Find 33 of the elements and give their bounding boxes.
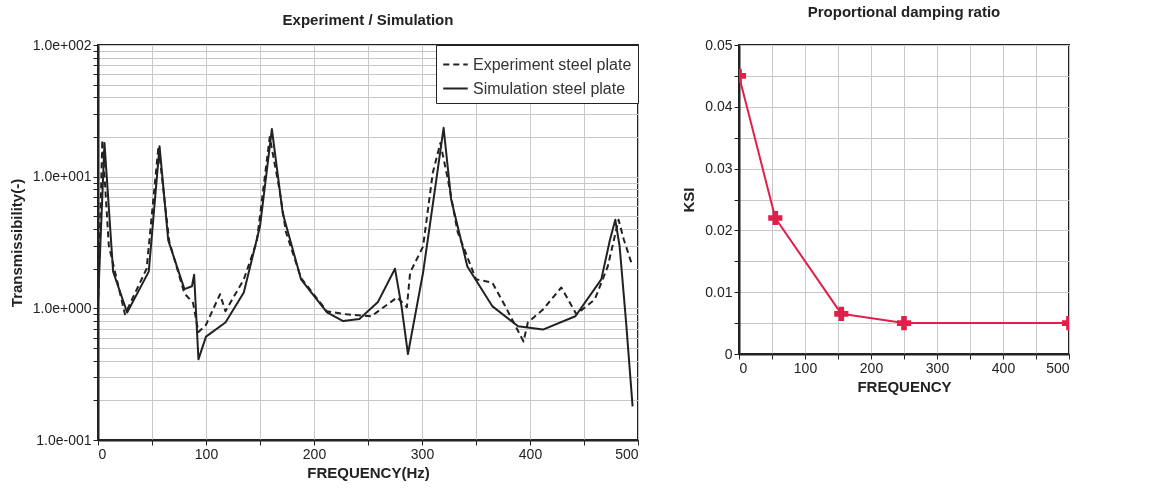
chart-title: Proportional damping ratio (807, 3, 1001, 20)
x-tick-label: 400 (518, 445, 543, 462)
x-axis-title: FREQUENCY(Hz) (307, 463, 430, 481)
y-axis-title: Transmissibility(-) (7, 178, 25, 308)
y-tick-label: 1.0e-001 (36, 431, 92, 448)
y-tick-label: 0.05 (705, 36, 733, 53)
x-tick-label: 300 (925, 359, 950, 376)
y-tick-label: 0 (724, 345, 733, 362)
x-tick-label: 500 (1046, 359, 1070, 376)
chart-title: Experiment / Simulation (282, 11, 454, 28)
x-tick-label: 0 (98, 445, 107, 462)
y-tick-label: 1.0e+002 (32, 36, 92, 53)
x-tick-label: 200 (859, 359, 884, 376)
y-tick-label: 0.04 (705, 98, 733, 115)
point (768, 210, 783, 226)
x-tick-label: 300 (410, 445, 435, 462)
x-tick-label: 400 (991, 359, 1016, 376)
legend-label: Experiment steel plate (473, 55, 632, 73)
y-axis-title: KSI (680, 187, 698, 213)
y-tick-label: 0.01 (705, 283, 733, 300)
x-tick-label: 100 (194, 445, 219, 462)
point (896, 316, 912, 331)
y-tick-label: 1.0e+000 (32, 299, 92, 316)
y-tick-label: 1.0e+001 (32, 168, 92, 185)
y-tick-label: 0.02 (705, 221, 733, 238)
x-tick-label: 0 (739, 359, 748, 376)
x-tick-label: 200 (302, 445, 327, 462)
x-tick-label: 500 (615, 445, 639, 462)
point (834, 306, 849, 321)
legend-label: Simulation steel plate (473, 79, 626, 97)
x-axis-title: FREQUENCY (857, 377, 952, 395)
x-tick-label: 100 (793, 359, 818, 376)
y-tick-label: 0.03 (705, 160, 733, 177)
